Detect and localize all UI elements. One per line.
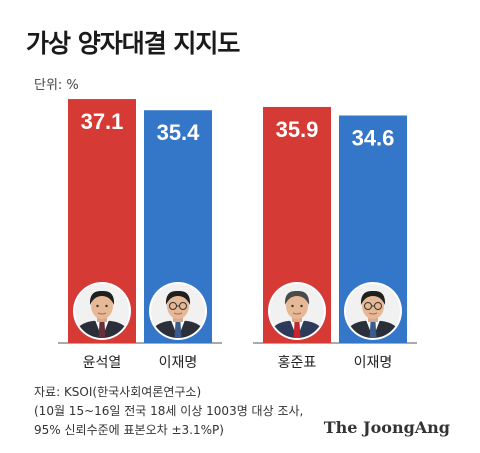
- source-note: 자료: KSOI(한국사회여론연구소) (10월 15~16일 전국 18세 이…: [34, 383, 303, 440]
- bar-value-label-1: 37.1: [81, 109, 124, 134]
- category-label-4: 이재명: [354, 355, 393, 371]
- bar-value-label-2: 35.4: [157, 120, 201, 145]
- source-line-2: (10월 15~16일 전국 18세 이상 1003명 대상 조사,: [34, 404, 304, 418]
- bar-value-label-4: 34.6: [352, 126, 395, 151]
- source-line-3: 95% 신뢰수준에 표본오차 ±3.1%P): [34, 423, 224, 437]
- category-label-1: 윤석열: [83, 355, 122, 371]
- unit-label: 단위: %: [34, 78, 79, 93]
- bar-chart: 37.1 윤석열 35.4 이재명 35.9 홍준표 34.6 이재명: [58, 99, 417, 371]
- source-line-1: 자료: KSOI(한국사회여론연구소): [34, 385, 202, 399]
- category-label-2: 이재명: [159, 355, 198, 371]
- brand-logo: The JoongAng: [323, 418, 450, 437]
- portrait-hong-icon: [268, 282, 326, 340]
- portrait-lee-icon: [149, 282, 207, 340]
- portrait-yoon-icon: [73, 282, 131, 340]
- portrait-lee-icon: [344, 282, 402, 340]
- bar-value-label-3: 35.9: [276, 117, 319, 142]
- category-label-3: 홍준표: [278, 355, 317, 371]
- chart-title: 가상 양자대결 지지도: [26, 29, 240, 58]
